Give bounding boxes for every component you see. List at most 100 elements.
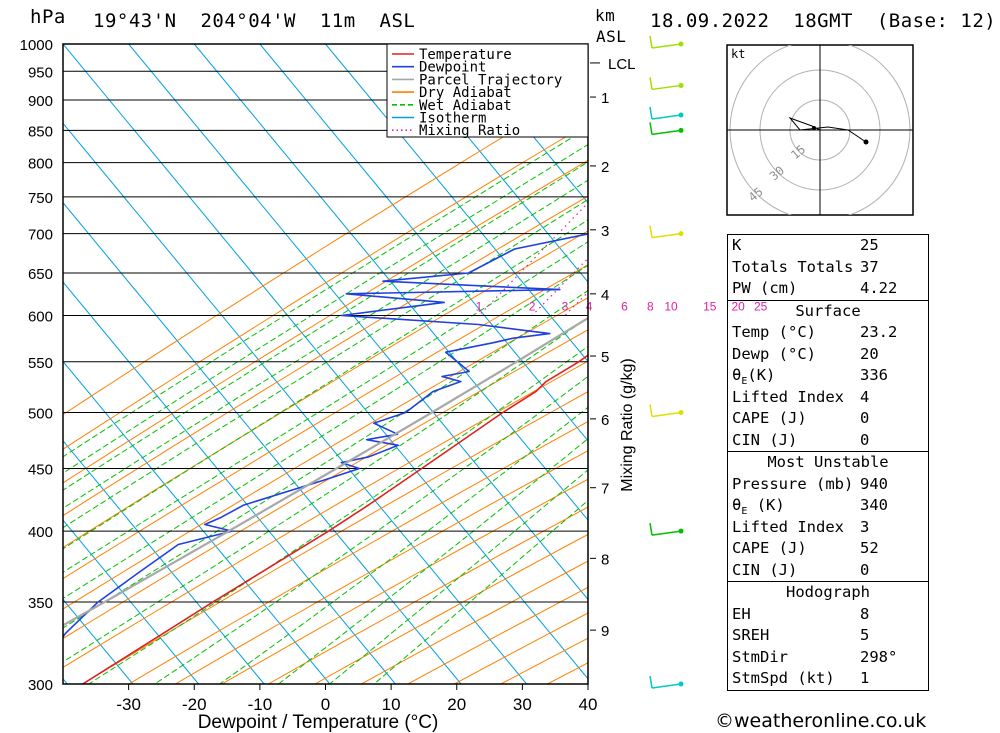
height-axis: 1 2 3 4 5 6 7 8 9 LCL: [590, 56, 636, 640]
mixing-ratio-label: 8: [647, 300, 654, 314]
legend-entry: Wet Adiabat: [419, 98, 512, 114]
wet-adiabat-line: [278, 438, 588, 684]
parcel-trajectory-line: [63, 316, 588, 627]
pressure-tick-label: 1000: [20, 37, 53, 54]
pressure-tick-label: 500: [28, 405, 53, 422]
isotherm-line: [63, 281, 396, 684]
datetime-title: 18.09.2022 18GMT (Base: 12): [650, 10, 997, 32]
index-label: Lifted Index: [732, 517, 844, 536]
index-row: StmDir 298°: [728, 647, 928, 669]
index-row: Totals Totals 37: [728, 257, 928, 279]
pressure-tick-label: 950: [28, 64, 53, 81]
index-value: 52: [860, 539, 879, 557]
wind-barb-flag: [649, 106, 653, 120]
wind-barb: [651, 84, 682, 91]
pressure-tick-label: 450: [28, 461, 53, 478]
pressure-axis: 300 350 400 450 500 550 600 650 700 750 800 850 900 9…: [20, 37, 53, 694]
dry-adiabat-line: [63, 297, 588, 610]
indices-section-general: K 25 Totals Totals 37 PW (cm) 4.22: [728, 235, 928, 300]
x-tick-label: -20: [182, 695, 207, 714]
wet-adiabat-line: [329, 469, 588, 684]
dry-adiabat-line: [63, 329, 588, 640]
x-tick-label: 10: [382, 695, 401, 714]
km-tick-label: 8: [601, 551, 609, 568]
pressure-tick-label: 550: [28, 355, 53, 372]
index-value: 4.22: [860, 279, 898, 297]
x-axis-label: Dewpoint / Temperature (°C): [198, 712, 439, 733]
km-tick-label: 2: [601, 159, 609, 176]
section-title: Most Unstable: [767, 453, 889, 471]
index-label: Temp (°C): [732, 323, 816, 341]
pressure-tick-label: 600: [28, 309, 53, 326]
wind-barb: [651, 129, 682, 136]
wet-adiabat-line: [63, 241, 588, 573]
wind-barb-flag: [649, 522, 653, 536]
wind-barb-column: [649, 35, 684, 689]
index-label: θE(K): [732, 366, 776, 388]
dry-adiabat-line: [63, 85, 588, 416]
wind-barb-flag: [649, 35, 653, 49]
index-label: CIN (J): [732, 430, 798, 449]
km-tick-label: 3: [601, 223, 609, 240]
pressure-unit-label: hPa: [30, 6, 66, 28]
x-tick-label: -30: [116, 695, 141, 714]
index-value: 1: [860, 669, 870, 687]
wet-adiabat-line: [63, 198, 588, 529]
km-tick-label: 4: [601, 287, 609, 304]
wind-barb-flag: [649, 122, 653, 135]
index-label: SREH: [732, 626, 770, 644]
indices-section-hodograph-section: Hodograph EH 8 SREH 5 StmDir 298° StmSpd (kt) 1: [728, 581, 928, 690]
hodograph-storm-motion: [812, 126, 816, 130]
index-value: 0: [860, 430, 870, 449]
isotherm-line: [456, 44, 588, 204]
dry-adiabat-line: [82, 391, 588, 684]
mixing-ratio-label: 4: [586, 300, 593, 314]
dry-adiabat-line: [175, 450, 588, 684]
asl-unit-label: ASL: [596, 27, 627, 46]
index-label: StmSpd (kt): [732, 669, 835, 687]
mixing-ratio-axis-label: Mixing Ratio (g/kg): [619, 358, 636, 491]
pressure-tick-label: 850: [28, 123, 53, 140]
index-label: CAPE (J): [732, 409, 807, 427]
mixing-ratio-labels: 1 2 3 4 6 8 10 15 20 25: [476, 300, 768, 314]
isotherm-line: [390, 44, 588, 283]
pressure-tick-label: 400: [28, 524, 53, 541]
index-value: 23.2: [860, 323, 898, 341]
index-value: 8: [860, 604, 870, 623]
wet-adiabat-line: [63, 143, 588, 474]
isotherm-line: [259, 44, 588, 442]
km-tick-label: 9: [601, 623, 609, 640]
pressure-tick-label: 650: [28, 266, 53, 283]
dewpoint-line: [63, 233, 588, 639]
index-label: Totals Totals: [732, 257, 854, 276]
km-tick-label: 5: [601, 349, 609, 366]
index-value: 20: [860, 344, 879, 363]
index-label: CAPE (J): [732, 539, 807, 557]
dry-adiabat-line: [128, 420, 588, 684]
index-row: K 25: [728, 235, 928, 257]
x-tick-label: 20: [447, 695, 466, 714]
index-value: 0: [860, 560, 870, 579]
isotherm-line: [63, 439, 265, 684]
temperature-axis: -30 -20 -10 0 10 20 30 40: [116, 684, 597, 714]
isotherm-line: [0, 44, 2, 684]
index-value: 298°: [860, 647, 898, 666]
isotherm-line: [325, 44, 588, 363]
wet-adiabat-line: [373, 499, 588, 684]
index-row: Lifted Index 3: [728, 517, 928, 539]
index-row: CIN (J) 0: [728, 560, 928, 582]
wind-barb: [651, 114, 682, 120]
index-row: PW (cm) 4.22: [728, 278, 928, 300]
location-title: 19°43'N 204°04'W 11m ASL: [93, 10, 416, 32]
index-value: 336: [860, 366, 888, 384]
km-unit-label: km: [595, 6, 616, 25]
wind-barb: [651, 43, 682, 49]
mixing-ratio-label: 1: [476, 300, 483, 314]
section-title: Hodograph: [786, 583, 870, 601]
index-value: 37: [860, 257, 879, 276]
indices-table: K 25 Totals Totals 37 PW (cm) 4.22 Surface Temp…: [727, 234, 929, 691]
legend-entry: Isotherm: [419, 111, 486, 127]
x-tick-label: -10: [248, 695, 273, 714]
